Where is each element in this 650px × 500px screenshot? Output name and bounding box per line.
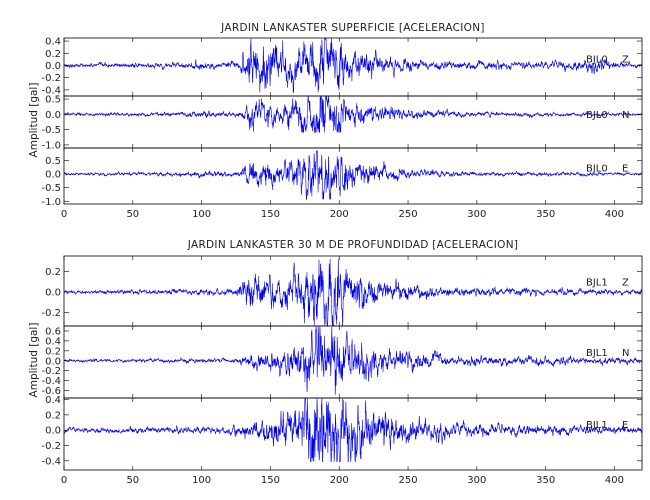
chart-1: JARDIN LANKASTER SUPERFICIE [ACELERACION… <box>28 22 643 220</box>
station-channel-label: BJL0 <box>586 110 608 121</box>
y-tick-label: -0.2 <box>41 73 61 84</box>
station-channel-label: BJL1 <box>586 277 608 288</box>
y-axis-label: Amplitud [gal] <box>28 83 40 158</box>
y-tick-label: -0.2 <box>41 441 61 452</box>
y-tick-label: 0.0 <box>45 110 61 121</box>
y-tick-label: 0.4 <box>45 37 61 48</box>
y-tick-label: 0.2 <box>45 410 61 421</box>
x-tick-label: 400 <box>605 475 624 486</box>
station-channel-label: BJL1 <box>586 348 608 359</box>
chart-2: JARDIN LANKASTER 30 M DE PROFUNDIDAD [AC… <box>28 239 643 486</box>
x-tick-label: 50 <box>126 475 139 486</box>
waveform-trace <box>63 258 643 326</box>
station-component-label: E <box>622 164 628 175</box>
x-tick-label: 100 <box>192 475 211 486</box>
y-tick-label: 0.5 <box>45 156 61 167</box>
y-tick-label: -0.2 <box>41 366 61 377</box>
x-tick-label: 250 <box>399 475 418 486</box>
waveform-trace <box>63 96 643 133</box>
station-channel-label: BJL1 <box>586 420 608 431</box>
y-tick-label: -1.0 <box>41 197 61 208</box>
chart-title: JARDIN LANKASTER 30 M DE PROFUNDIDAD [AC… <box>187 239 519 251</box>
y-tick-label: 0.4 <box>45 336 61 347</box>
y-tick-label: 0.2 <box>45 49 61 60</box>
panel-BJL0-N: -1.0 -0.5 0.0 0.5 BJL0 N <box>41 95 643 151</box>
y-tick-label: 0.0 <box>45 288 61 299</box>
y-tick-label: 0.4 <box>45 395 61 406</box>
x-tick-label: 50 <box>126 209 139 220</box>
x-tick-label: 350 <box>536 209 555 220</box>
y-tick-label: 0.6 <box>45 326 61 337</box>
x-tick-label: 250 <box>399 209 418 220</box>
x-tick-label: 150 <box>261 209 280 220</box>
waveform-trace <box>63 38 643 93</box>
y-tick-label: 0.2 <box>45 267 61 278</box>
x-tick-label: 350 <box>536 475 555 486</box>
waveform-trace <box>63 398 643 462</box>
panel-frame <box>63 95 643 149</box>
station-component-label: Z <box>622 54 629 65</box>
y-tick-label: 0.0 <box>45 61 61 72</box>
y-tick-label: -0.4 <box>41 85 61 96</box>
x-tick-label: 400 <box>605 209 624 220</box>
station-component-label: N <box>622 110 629 121</box>
y-tick-label: 0.0 <box>45 356 61 367</box>
x-tick-label: 100 <box>192 209 211 220</box>
panel-frame <box>63 37 643 97</box>
y-tick-label: -0.5 <box>41 183 61 194</box>
station-component-label: N <box>622 348 629 359</box>
station-channel-label: BJL0 <box>586 54 608 65</box>
waveform-trace <box>63 326 643 395</box>
waveform-trace <box>63 150 643 201</box>
panel-BJL1-Z: -0.2 0.0 0.2 BJL1 Z <box>41 255 643 327</box>
y-tick-label: -1.0 <box>41 140 61 151</box>
y-tick-label: 0.5 <box>45 95 61 106</box>
x-tick-label: 300 <box>467 209 486 220</box>
x-tick-label: 150 <box>261 475 280 486</box>
station-component-label: Z <box>622 277 629 288</box>
station-component-label: E <box>622 420 628 431</box>
x-tick-label: 200 <box>330 209 349 220</box>
y-axis-label: Amplitud [gal] <box>28 323 40 398</box>
x-tick-label: 0 <box>61 209 67 220</box>
x-tick-label: 300 <box>467 475 486 486</box>
panel-BJL0-E: -1.0 -0.5 0.0 0.5 BJL0 E <box>41 147 643 208</box>
panel-BJL1-N: -0.6-0.4-0.20.00.20.40.6 BJL1 N <box>41 325 643 399</box>
y-tick-label: 0.0 <box>45 169 61 180</box>
y-tick-label: -0.5 <box>41 125 61 136</box>
x-tick-label: 200 <box>330 475 349 486</box>
y-tick-label: -0.4 <box>41 456 61 467</box>
y-tick-label: -0.6 <box>41 386 61 397</box>
panel-frame <box>63 147 643 205</box>
y-tick-label: -0.4 <box>41 376 61 387</box>
x-tick-label: 0 <box>61 475 67 486</box>
y-tick-label: 0.2 <box>45 346 61 357</box>
y-tick-label: -0.2 <box>41 308 61 319</box>
station-channel-label: BJL0 <box>586 164 608 175</box>
panel-frame <box>63 397 643 471</box>
y-tick-label: 0.0 <box>45 426 61 437</box>
panel-BJL0-Z: -0.4-0.20.00.20.4 BJL0 Z <box>41 37 643 97</box>
chart-title: JARDIN LANKASTER SUPERFICIE [ACELERACION… <box>220 22 485 34</box>
panel-BJL1-E: -0.4 -0.2 0.0 0.2 0.4 BJL1 E <box>41 395 643 471</box>
